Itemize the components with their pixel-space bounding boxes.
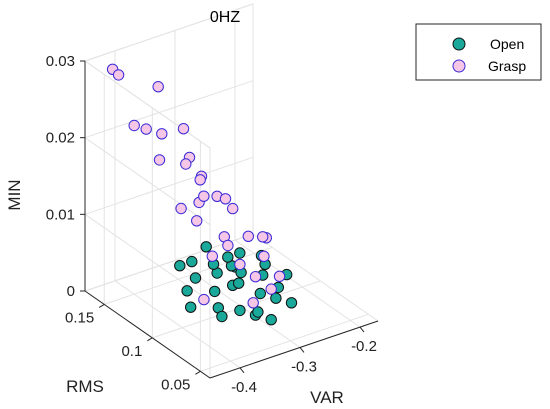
legend-box (415, 23, 542, 81)
x-tick-mark (359, 326, 365, 333)
data-point-open (209, 285, 221, 298)
grid-line-z (84, 60, 211, 149)
data-point-grasp (177, 123, 190, 135)
data-points (106, 63, 298, 326)
data-point-open (216, 310, 228, 323)
grid-line-z (84, 3, 254, 62)
chart-title: 0HZ (210, 9, 240, 26)
data-point-grasp (156, 128, 168, 140)
z-tick-label: 0.03 (46, 53, 75, 70)
data-point-grasp (273, 270, 286, 282)
y-tick-mark (98, 303, 105, 308)
y-tick-mark (195, 370, 201, 375)
z-tick-label: 0.01 (46, 206, 75, 223)
legend-marker-open (452, 37, 466, 51)
x-tick-label: -0.2 (351, 338, 377, 355)
data-point-open (270, 292, 282, 304)
data-point-open (222, 251, 234, 263)
grid-line-y (200, 313, 369, 372)
data-point-grasp (191, 215, 203, 227)
y-tick-label: 0.1 (121, 343, 142, 360)
data-point-open (181, 285, 193, 297)
grid-line-z (84, 137, 211, 226)
data-point-open (174, 260, 186, 272)
y-axis-label: RMS (66, 377, 104, 396)
grid-line-x (234, 239, 361, 328)
data-point-grasp (180, 158, 192, 170)
data-point-grasp (247, 297, 259, 309)
data-point-grasp (258, 250, 270, 262)
data-point-open (285, 297, 298, 309)
data-point-open (234, 247, 246, 259)
data-point-grasp (194, 174, 206, 186)
data-point-grasp (257, 231, 269, 243)
y-tick-mark (147, 337, 153, 342)
data-point-open (186, 255, 198, 268)
x-axis-line (209, 320, 379, 379)
grid-lines (83, 3, 380, 379)
grid-line-z (84, 80, 254, 139)
data-point-grasp (222, 239, 234, 252)
x-tick-mark (299, 347, 305, 353)
data-point-open (189, 272, 202, 284)
data-point-open (233, 277, 245, 289)
z-tick-label: 0 (67, 283, 75, 300)
y-axis-line (84, 290, 211, 379)
data-point-grasp (198, 190, 210, 202)
data-point-open (254, 287, 266, 300)
tick-labels: -0.4 -0.3 -0.2 0.05 0.1 0.15 0 0.01 0.02 0.03 (46, 53, 377, 396)
data-point-grasp (219, 193, 232, 205)
grid-line-y (104, 246, 273, 305)
x-axis-label: VAR (310, 388, 344, 407)
y-tick-label: 0.15 (65, 309, 94, 326)
x-tick-label: -0.4 (231, 379, 257, 396)
x-tick-mark (239, 367, 245, 374)
data-point-grasp (112, 69, 125, 81)
legend: Open Grasp (415, 23, 542, 81)
grid-line-z (84, 156, 254, 215)
z-axis-label: MIN (5, 179, 24, 210)
z-tick-label: 0.02 (46, 130, 75, 147)
legend-label-grasp: Grasp (488, 58, 526, 74)
data-point-grasp (153, 154, 166, 166)
legend-marker-grasp (452, 59, 466, 73)
data-point-grasp (140, 123, 152, 135)
data-point-grasp (206, 250, 219, 262)
data-point-grasp (227, 202, 239, 215)
grid-line-x (114, 280, 241, 369)
data-point-grasp (265, 283, 277, 295)
y-tick-label: 0.05 (161, 376, 190, 393)
x-tick-label: -0.3 (291, 358, 317, 375)
data-point-grasp (234, 258, 246, 271)
data-point-grasp (128, 119, 140, 132)
data-point-open (234, 304, 246, 317)
data-point-grasp (242, 230, 255, 243)
data-point-open (265, 314, 277, 326)
data-point-grasp (175, 202, 187, 215)
legend-label-open: Open (490, 36, 524, 52)
data-point-grasp (249, 271, 262, 283)
data-point-open (200, 241, 212, 253)
axes (80, 60, 379, 379)
data-point-open (185, 301, 197, 313)
data-point-grasp (152, 81, 164, 93)
data-point-open (252, 306, 264, 318)
data-point-grasp (198, 293, 210, 306)
